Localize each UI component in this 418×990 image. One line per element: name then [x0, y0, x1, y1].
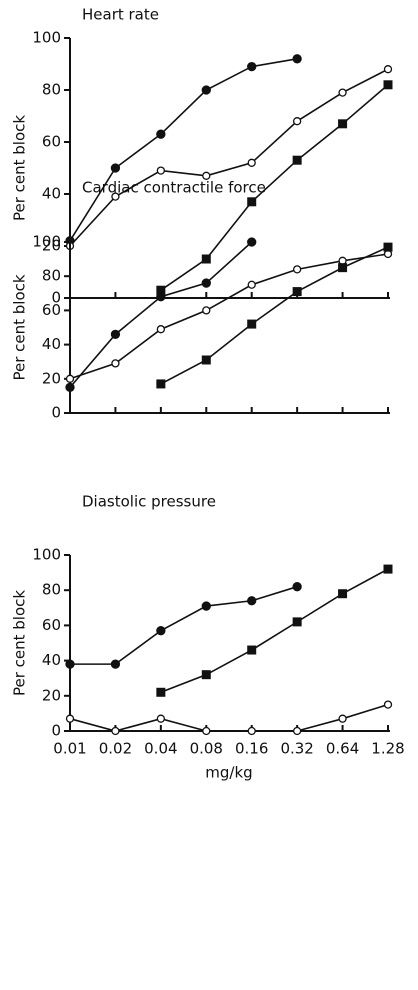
marker — [247, 726, 256, 736]
marker — [202, 306, 211, 315]
x-tick-label: 0.08 — [190, 740, 223, 758]
marker — [111, 726, 120, 736]
series-line — [69, 253, 389, 380]
x-tick-label: 0.64 — [326, 740, 359, 758]
y-tick-label: 0 — [51, 722, 61, 740]
series-line — [160, 568, 389, 694]
chart-title: Cardiac contractile force — [82, 179, 266, 197]
y-tick-label: 60 — [42, 616, 61, 634]
x-tick-label: 0.01 — [53, 740, 86, 758]
y-axis-label: Per cent block — [11, 274, 29, 380]
series-line — [69, 68, 389, 247]
marker — [338, 263, 348, 273]
x-axis-label: mg/kg — [205, 764, 252, 782]
series-line — [69, 58, 298, 242]
marker — [247, 645, 257, 655]
marker — [338, 119, 348, 129]
marker — [156, 714, 166, 723]
marker — [247, 280, 256, 289]
marker — [383, 242, 393, 252]
y-tick-label: 60 — [42, 301, 61, 319]
y-tick-label: 100 — [32, 29, 61, 47]
marker — [338, 589, 348, 599]
marker — [201, 670, 211, 680]
marker — [65, 382, 75, 393]
marker — [383, 65, 393, 74]
marker — [292, 54, 302, 64]
chart-title: Diastolic pressure — [82, 493, 216, 511]
marker — [65, 714, 75, 723]
marker — [292, 117, 302, 126]
marker — [247, 319, 257, 329]
marker — [201, 254, 211, 264]
x-tick-label: 0.04 — [144, 740, 177, 758]
marker — [111, 192, 120, 201]
y-tick-label: 80 — [42, 581, 61, 599]
y-tick-label: 100 — [32, 546, 61, 564]
marker — [292, 726, 302, 736]
marker — [201, 278, 211, 288]
marker — [156, 626, 166, 636]
marker — [156, 687, 166, 697]
marker — [156, 166, 166, 175]
y-tick-label: 20 — [42, 237, 61, 255]
marker — [110, 163, 121, 173]
series-line — [69, 703, 389, 732]
y-axis-label: Per cent block — [11, 115, 29, 221]
y-tick-label: 100 — [32, 233, 61, 251]
marker — [110, 659, 121, 669]
marker — [156, 129, 166, 139]
marker — [202, 171, 211, 180]
marker — [383, 564, 393, 574]
marker — [65, 659, 75, 669]
marker — [247, 197, 257, 207]
series-line — [69, 241, 253, 388]
y-tick-label: 40 — [42, 651, 61, 669]
marker — [292, 155, 302, 165]
marker — [202, 726, 211, 736]
chart-title: Heart rate — [82, 6, 159, 24]
y-tick-label: 80 — [42, 267, 61, 285]
y-tick-label: 20 — [42, 686, 61, 704]
series-line — [70, 585, 298, 665]
series-line — [160, 246, 389, 385]
y-axis-label: Per cent block — [11, 590, 29, 696]
x-tick-label: 1.28 — [371, 740, 404, 758]
marker — [292, 582, 302, 592]
marker — [201, 355, 211, 365]
marker — [247, 61, 257, 72]
x-tick-label: 0.02 — [99, 740, 132, 758]
marker — [156, 292, 166, 302]
marker — [111, 359, 120, 368]
marker — [110, 329, 121, 339]
marker — [65, 374, 75, 383]
x-tick-label: 0.32 — [280, 740, 313, 758]
marker — [292, 617, 302, 627]
marker — [156, 325, 166, 334]
marker — [338, 714, 347, 723]
y-tick-label: 40 — [42, 335, 61, 353]
y-tick-label: 20 — [42, 369, 61, 387]
y-tick-label: 60 — [42, 133, 61, 151]
marker — [247, 158, 256, 167]
marker — [156, 379, 166, 389]
marker — [383, 80, 393, 90]
marker — [292, 287, 302, 297]
marker — [247, 596, 257, 606]
y-tick-label: 80 — [42, 81, 61, 99]
series-line — [160, 84, 389, 291]
marker — [201, 601, 211, 611]
marker — [247, 237, 257, 247]
y-tick-label: 0 — [51, 404, 61, 422]
y-tick-label: 40 — [42, 185, 61, 203]
marker — [201, 85, 211, 95]
marker — [156, 285, 166, 295]
marker — [338, 88, 347, 97]
marker — [292, 265, 302, 274]
y-tick-label: 0 — [51, 289, 61, 307]
x-tick-label: 0.16 — [235, 740, 268, 758]
marker — [383, 700, 393, 709]
